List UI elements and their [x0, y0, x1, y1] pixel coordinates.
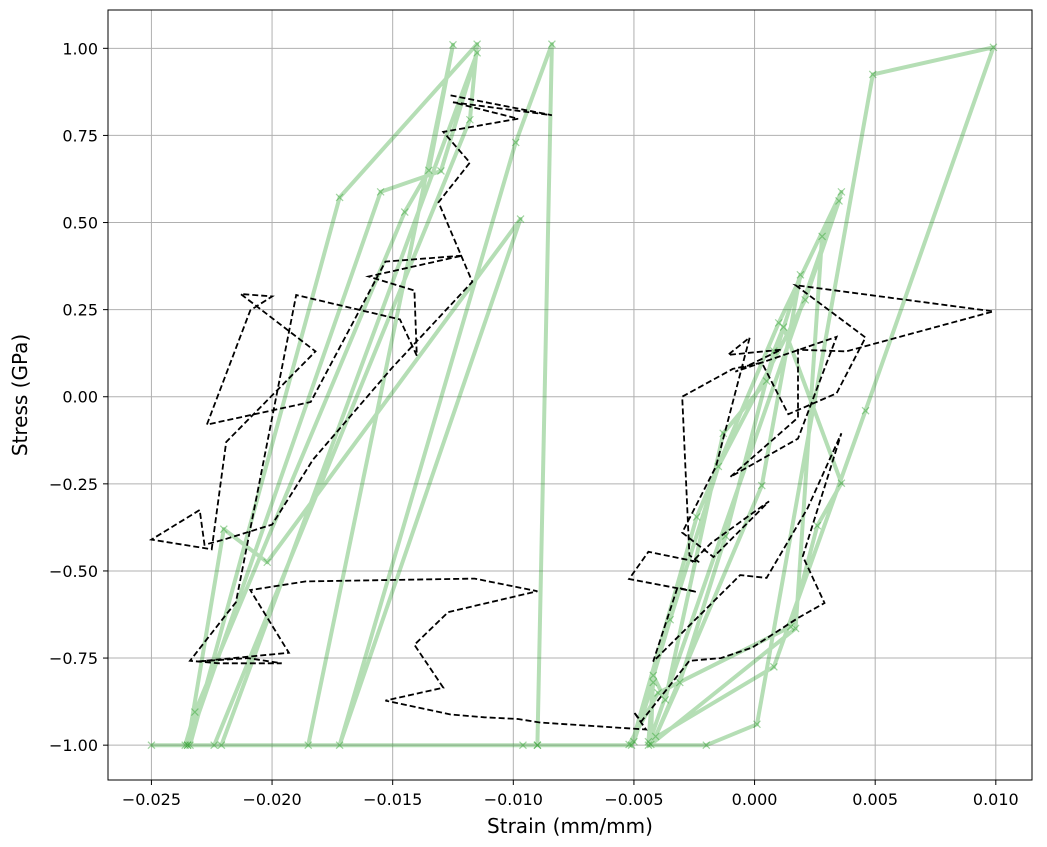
x-tick-label: 0.000 — [732, 790, 778, 809]
data-point-marker — [774, 318, 783, 327]
x-tick-label: 0.010 — [973, 790, 1019, 809]
data-point-marker — [630, 737, 638, 746]
y-tick-label: 0.75 — [62, 126, 98, 145]
axis-ticks: −0.025 −0.020 −0.015 −0.010 −0.005 0.000 0.005… — [49, 39, 1019, 809]
data-point-marker — [437, 167, 445, 175]
data-point-marker — [263, 558, 272, 567]
data-point-marker — [813, 521, 822, 530]
data-point-marker — [835, 197, 843, 205]
y-tick-label: 0.00 — [62, 388, 98, 407]
y-tick-label: 1.00 — [62, 39, 98, 58]
data-point-marker — [837, 187, 846, 196]
data-point-marker — [625, 740, 634, 749]
data-point-marker — [644, 741, 653, 750]
plot-frame — [107, 9, 1033, 781]
data-point-marker — [837, 479, 846, 488]
data-point-marker — [791, 624, 800, 633]
data-point-marker — [376, 187, 385, 196]
data-point-marker — [644, 737, 653, 746]
data-point-marker — [675, 678, 684, 687]
data-point-marker — [210, 741, 219, 750]
y-tick-label: 0.50 — [62, 214, 98, 233]
data-point-marker — [449, 40, 457, 49]
data-point-marker — [335, 193, 344, 202]
data-point-marker — [661, 695, 670, 704]
x-tick-label: −0.005 — [604, 790, 663, 809]
data-point-marker — [989, 43, 998, 52]
data-point-marker — [519, 741, 527, 750]
data-point-marker — [861, 406, 870, 415]
data-point-marker — [719, 429, 728, 438]
x-tick-label: −0.010 — [484, 790, 543, 809]
y-tick-label: −0.75 — [49, 649, 98, 668]
x-tick-label: −0.015 — [363, 790, 422, 809]
grid-lines — [108, 10, 1032, 780]
series-line-dashed — [148, 94, 994, 731]
data-point-marker — [473, 48, 482, 57]
x-tick-label: −0.025 — [122, 790, 181, 809]
data-point-marker — [702, 741, 711, 750]
data-point-marker — [217, 741, 226, 750]
data-point-marker — [186, 741, 194, 750]
x-axis-label: Strain (mm/mm) — [487, 814, 653, 838]
data-point-marker — [473, 40, 482, 49]
y-tick-label: −1.00 — [49, 736, 98, 755]
data-point-marker — [183, 741, 192, 750]
data-point-marker — [779, 323, 788, 331]
y-tick-label: 0.25 — [62, 301, 98, 320]
data-point-marker — [692, 513, 701, 521]
data-point-marker — [304, 741, 313, 750]
data-point-marker — [753, 720, 761, 729]
data-point-marker — [183, 741, 192, 750]
data-point-marker — [511, 138, 520, 147]
x-tick-label: −0.020 — [242, 790, 301, 809]
data-point-marker — [796, 270, 805, 279]
x-tick-label: 0.005 — [852, 790, 898, 809]
data-point-marker — [547, 40, 556, 49]
data-point-marker — [762, 377, 771, 385]
data-point-marker — [400, 208, 409, 217]
series-line-solid — [151, 42, 996, 748]
y-tick-label: −0.50 — [49, 562, 98, 581]
data-point-marker — [649, 671, 658, 680]
data-point-marker — [818, 232, 827, 241]
data-point-marker — [147, 741, 156, 750]
data-point-marker — [651, 732, 660, 741]
data-point-marker — [533, 741, 542, 750]
data-point-marker — [769, 347, 778, 356]
data-point-marker — [219, 525, 228, 534]
data-point-marker — [649, 678, 658, 687]
data-point-marker — [516, 215, 525, 223]
data-point-marker — [465, 115, 474, 124]
data-point-marker — [533, 741, 542, 750]
y-tick-label: −0.25 — [49, 475, 98, 494]
data-point-marker — [335, 741, 344, 750]
data-point-marker — [654, 688, 662, 697]
y-axis-label: Stress (GPa) — [8, 334, 32, 456]
data-point-marker — [424, 166, 433, 175]
data-point-marker — [801, 295, 810, 304]
data-point-marker — [757, 481, 766, 490]
data-point-marker — [769, 662, 778, 671]
data-point-marker — [190, 708, 199, 716]
series-0 — [147, 40, 998, 750]
series-1 — [148, 94, 994, 731]
series-layer — [147, 40, 998, 750]
data-point-marker — [181, 741, 190, 750]
data-point-marker — [868, 70, 877, 79]
data-point-marker — [627, 741, 636, 750]
data-point-marker — [646, 740, 655, 749]
data-point-marker — [786, 622, 795, 631]
